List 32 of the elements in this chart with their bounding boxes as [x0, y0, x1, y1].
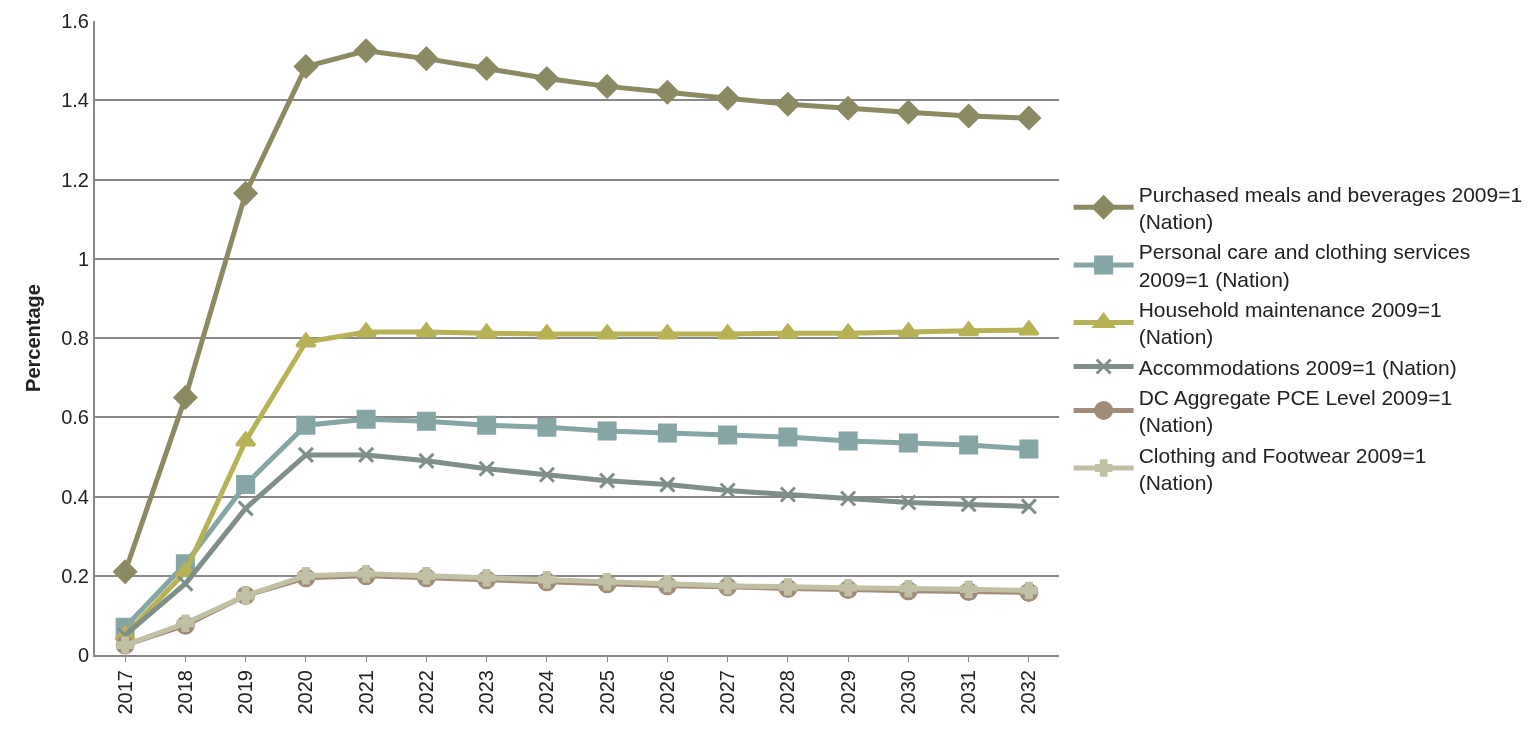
- y-tick-label: 1.4: [61, 89, 89, 112]
- x-tick-label: 2026: [655, 670, 678, 715]
- legend-label: Accommodations 2009=1 (Nation): [1138, 355, 1457, 379]
- x-tick-label: 2017: [113, 670, 136, 715]
- x-tick-label: 2024: [535, 670, 558, 715]
- legend-label: Household maintenance 2009=1 (Nation): [1138, 298, 1442, 349]
- x-tick-label: 2022: [414, 670, 437, 715]
- y-tick-label: 1.2: [61, 168, 89, 191]
- x-tick-label: 2030: [896, 670, 919, 715]
- x-tick-label: 2032: [1017, 670, 1040, 715]
- y-tick-label: 0.8: [61, 327, 89, 349]
- x-tick-label: 2028: [776, 670, 799, 715]
- x-tick-label: 2019: [234, 670, 257, 715]
- legend-label: Clothing and Footwear 2009=1 (Nation): [1138, 443, 1427, 494]
- legend-label: DC Aggregate PCE Level 2009=1 (Nation): [1138, 385, 1453, 437]
- y-tick-label: 0.2: [61, 564, 89, 587]
- y-tick-label: 0: [77, 644, 89, 666]
- legend-label: Purchased meals and beverages 2009=1 (Nation): [1138, 182, 1523, 234]
- x-tick-label: 2023: [475, 670, 498, 715]
- y-tick-label: 1: [77, 247, 89, 270]
- y-tick-label: 0.6: [61, 406, 89, 429]
- x-tick-label: 2027: [716, 670, 739, 715]
- y-tick-label: 0.4: [61, 485, 89, 508]
- y-axis-title: Percentage: [22, 284, 45, 392]
- x-tick-label: 2018: [173, 670, 196, 715]
- y-tick-label: 1.6: [61, 10, 89, 32]
- x-tick-label: 2020: [294, 670, 317, 715]
- x-tick-label: 2021: [354, 670, 377, 715]
- x-tick-label: 2025: [595, 670, 618, 715]
- legend-label: Personal care and clothing services 2009=1 (Nation): [1138, 240, 1471, 291]
- x-tick-label: 2031: [957, 670, 980, 715]
- x-tick-label: 2029: [836, 670, 859, 715]
